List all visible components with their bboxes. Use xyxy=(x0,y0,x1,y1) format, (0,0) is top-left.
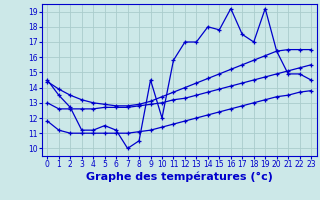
X-axis label: Graphe des températures (°c): Graphe des températures (°c) xyxy=(86,172,273,182)
